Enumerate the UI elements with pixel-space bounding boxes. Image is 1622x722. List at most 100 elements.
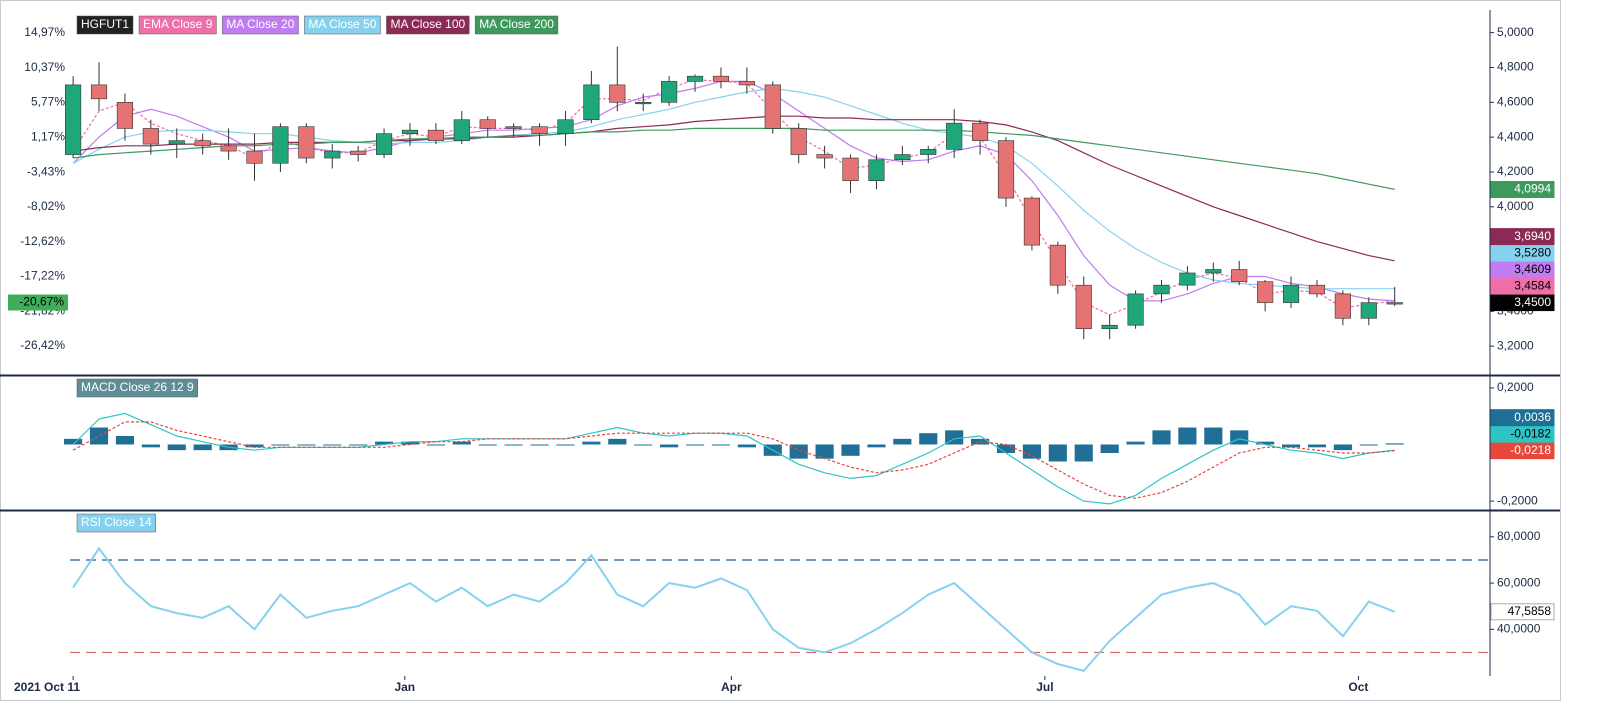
macd-bar bbox=[711, 444, 731, 446]
candle-body bbox=[1386, 302, 1403, 305]
macd-bar bbox=[1230, 430, 1249, 445]
left-tag: -20,67% bbox=[19, 295, 64, 309]
macd-bar bbox=[556, 444, 575, 446]
y-tick-label: 60,0000 bbox=[1497, 575, 1541, 589]
value-tag: -0,0218 bbox=[1510, 443, 1551, 457]
macd-bar bbox=[971, 438, 990, 445]
macd-bar bbox=[89, 427, 109, 445]
candle-body bbox=[1049, 244, 1066, 286]
candle-body bbox=[1179, 272, 1196, 286]
x-tick-label: Jan bbox=[394, 680, 415, 694]
y-tick-label: 3,2000 bbox=[1497, 338, 1534, 352]
candle-body bbox=[453, 119, 470, 141]
candle-body bbox=[609, 84, 626, 103]
x-tick-label: Oct bbox=[1348, 680, 1368, 694]
candle-body bbox=[557, 119, 574, 134]
candle-body bbox=[1153, 284, 1170, 295]
macd-bar bbox=[1385, 443, 1404, 445]
legend-label: EMA Close 9 bbox=[143, 17, 213, 31]
macd-bar bbox=[996, 444, 1016, 453]
macd-bar bbox=[349, 444, 368, 446]
y2-tick-label: 14,97% bbox=[24, 25, 65, 39]
y2-tick-label: 1,17% bbox=[31, 129, 65, 143]
macd-bar bbox=[1333, 444, 1352, 451]
y-tick-label: 5,0000 bbox=[1497, 25, 1534, 39]
candle-body bbox=[1257, 281, 1274, 303]
candle-body bbox=[790, 128, 807, 155]
y-tick-label: -0,2000 bbox=[1497, 493, 1538, 507]
macd-bar bbox=[375, 441, 394, 445]
legend-box bbox=[138, 15, 217, 35]
y2-tick-label: -12,62% bbox=[20, 234, 65, 248]
macd-line bbox=[72, 421, 1395, 499]
legend-box bbox=[474, 15, 559, 35]
macd-bar bbox=[685, 444, 705, 446]
legend-box bbox=[76, 513, 156, 533]
macd-bar bbox=[1022, 444, 1041, 459]
candle-body bbox=[1023, 197, 1040, 246]
candle-body bbox=[712, 75, 730, 82]
candle-body bbox=[1231, 269, 1248, 282]
candle-body bbox=[686, 75, 704, 82]
value-tag: 4,0994 bbox=[1514, 182, 1551, 196]
macd-bar bbox=[323, 444, 342, 446]
value-tag: 3,4584 bbox=[1514, 278, 1551, 292]
legend-label: HGFUT1 bbox=[81, 17, 129, 31]
y-tick-label: 0,2000 bbox=[1497, 380, 1534, 394]
candle-body bbox=[90, 84, 108, 100]
candle-body bbox=[1101, 324, 1118, 330]
macd-bar bbox=[1100, 444, 1119, 453]
candle-body bbox=[920, 149, 937, 155]
macd-bar bbox=[815, 444, 834, 459]
y2-tick-label: -17,22% bbox=[20, 269, 65, 283]
macd-bar bbox=[400, 441, 420, 445]
macd-bar bbox=[115, 436, 135, 445]
candle-body bbox=[168, 140, 185, 145]
legend-label: MACD Close 26 12 9 bbox=[81, 380, 194, 394]
macd-bar bbox=[919, 433, 938, 445]
value-tag: 47,5858 bbox=[1508, 604, 1552, 618]
legend-item: MA Close 50 bbox=[304, 15, 381, 35]
candle-body bbox=[842, 157, 859, 181]
macd-bar bbox=[1152, 430, 1171, 445]
ma-line bbox=[72, 80, 1395, 302]
legend-item: RSI Close 14 bbox=[76, 513, 156, 533]
value-tag: 3,6940 bbox=[1514, 229, 1551, 243]
candle-body bbox=[738, 81, 755, 86]
macd-bar bbox=[634, 444, 653, 446]
candle-body bbox=[1308, 284, 1326, 295]
candle-body bbox=[142, 128, 159, 145]
left-tag-bg bbox=[8, 294, 68, 311]
candle-body bbox=[1127, 293, 1144, 326]
candle-body bbox=[972, 122, 989, 141]
y2-tick-label: -8,02% bbox=[27, 199, 65, 213]
value-tag-bg bbox=[1490, 228, 1555, 246]
legend-label: MA Close 50 bbox=[308, 17, 376, 31]
candle-body bbox=[401, 129, 419, 134]
legend-box bbox=[76, 15, 134, 35]
legend-box bbox=[386, 15, 470, 35]
macd-bar bbox=[1281, 444, 1301, 448]
legend-label: RSI Close 14 bbox=[81, 515, 152, 529]
y-tick-label: 4,0000 bbox=[1497, 199, 1534, 213]
candle-body bbox=[764, 84, 781, 129]
candle-body bbox=[479, 119, 496, 129]
value-tag: 3,5280 bbox=[1514, 245, 1551, 259]
y-tick-label: 4,2000 bbox=[1497, 164, 1534, 178]
macd-bar bbox=[1256, 441, 1275, 445]
value-tag: 0,0036 bbox=[1514, 410, 1551, 424]
y2-tick-label: -26,42% bbox=[20, 338, 65, 352]
macd-bar bbox=[1074, 444, 1093, 462]
y-tick-label: 40,0000 bbox=[1497, 621, 1541, 635]
macd-bar bbox=[64, 438, 83, 445]
macd-bar bbox=[167, 444, 186, 451]
candle-body bbox=[583, 84, 600, 121]
value-tag: -0,0182 bbox=[1510, 426, 1551, 440]
y-tick-label: 4,6000 bbox=[1497, 94, 1534, 108]
candle-body bbox=[894, 154, 911, 161]
legend-item: MA Close 200 bbox=[474, 15, 559, 35]
candle-body bbox=[1282, 284, 1300, 303]
candle-body bbox=[1075, 284, 1092, 330]
y-tick-label: 4,4000 bbox=[1497, 129, 1534, 143]
macd-bar bbox=[1307, 444, 1327, 448]
